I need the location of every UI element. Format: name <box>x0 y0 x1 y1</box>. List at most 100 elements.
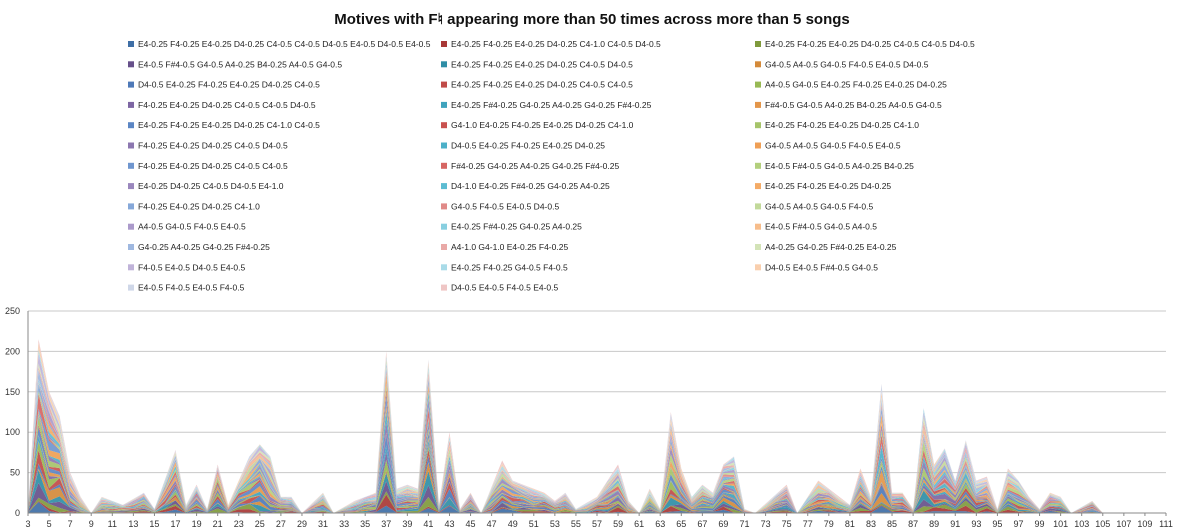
x-tick-label: 111 <box>1159 519 1173 529</box>
legend-label: E4-0.5 F#4-0.5 G4-0.5 A4-0.25 B4-0.25 A4… <box>138 59 342 69</box>
legend-label: E4-0.25 F4-0.25 E4-0.25 D4-0.25 C4-1.0 C… <box>451 39 661 49</box>
series-area <box>28 349 1166 513</box>
legend-label: E4-0.5 F4-0.5 E4-0.5 F4-0.5 <box>138 283 245 293</box>
x-tick-label: 97 <box>1013 519 1023 529</box>
legend-item: F4-0.25 E4-0.25 D4-0.25 C4-0.5 C4-0.5 <box>128 161 288 171</box>
legend-label: G4-0.5 A4-0.5 G4-0.5 F4-0.5 E4-0.5 <box>765 141 901 151</box>
y-tick-label: 250 <box>5 306 20 316</box>
legend-label: F4-0.25 E4-0.25 D4-0.25 C4-1.0 <box>138 201 260 211</box>
x-tick-label: 15 <box>149 519 159 529</box>
x-tick-label: 47 <box>487 519 497 529</box>
legend-item: E4-0.25 F4-0.25 E4-0.25 D4-0.25 C4-1.0 C… <box>441 39 661 49</box>
x-tick-label: 25 <box>255 519 265 529</box>
legend-label: D4-0.5 E4-0.5 F4-0.5 E4-0.5 <box>451 283 559 293</box>
legend-label: D4-0.5 E4-0.25 F4-0.25 E4-0.25 D4-0.25 C… <box>138 80 320 90</box>
legend-swatch <box>755 61 761 68</box>
series-area <box>28 469 1166 513</box>
x-tick-label: 99 <box>1035 519 1045 529</box>
legend-item: G4-0.25 A4-0.25 G4-0.25 F#4-0.25 <box>128 242 270 252</box>
legend-swatch <box>441 183 447 190</box>
legend-item: G4-0.5 A4-0.5 G4-0.5 F4-0.5 E4-0.5 D4-0.… <box>755 59 929 69</box>
x-tick-label: 31 <box>318 519 328 529</box>
legend-item: E4-0.25 F4-0.25 G4-0.5 F4-0.5 <box>441 262 568 272</box>
legend-label: E4-0.5 F#4-0.5 G4-0.5 A4-0.25 B4-0.25 <box>765 161 914 171</box>
x-tick-label: 107 <box>1116 519 1131 529</box>
legend-item: F#4-0.5 G4-0.5 A4-0.25 B4-0.25 A4-0.5 G4… <box>755 100 942 110</box>
legend-item: D4-0.5 E4-0.5 F#4-0.5 G4-0.5 <box>755 262 878 272</box>
legend-swatch <box>441 264 447 271</box>
legend-item: F4-0.25 E4-0.25 D4-0.25 C4-0.5 D4-0.5 <box>128 141 288 151</box>
legend-label: D4-0.5 E4-0.5 F#4-0.5 G4-0.5 <box>765 262 878 272</box>
x-tick-label: 37 <box>381 519 391 529</box>
legend-swatch <box>755 223 761 230</box>
gridlines <box>28 310 1166 474</box>
legend-label: E4-0.5 F#4-0.5 G4-0.5 A4-0.5 <box>765 222 877 232</box>
legend-label: E4-0.25 F4-0.25 E4-0.25 D4-0.25 C4-1.0 <box>765 120 919 130</box>
legend-swatch <box>755 101 761 108</box>
legend-item: D4-0.5 E4-0.25 F4-0.25 E4-0.25 D4-0.25 <box>441 141 605 151</box>
legend-swatch <box>755 81 761 88</box>
legend-label: D4-1.0 E4-0.25 F#4-0.25 G4-0.25 A4-0.25 <box>451 181 610 191</box>
legend-swatch <box>441 61 447 68</box>
legend-item: D4-1.0 E4-0.25 F#4-0.25 G4-0.25 A4-0.25 <box>441 181 610 191</box>
x-tick-label: 63 <box>655 519 665 529</box>
x-tick-label: 103 <box>1074 519 1089 529</box>
legend-item: E4-0.25 F#4-0.25 G4-0.25 A4-0.25 G4-0.25… <box>441 100 652 110</box>
legend-label: G4-0.5 A4-0.5 G4-0.5 F4-0.5 <box>765 201 873 211</box>
legend-item: F4-0.25 E4-0.25 D4-0.25 C4-1.0 <box>128 201 260 211</box>
legend-swatch <box>441 101 447 108</box>
legend-item: A4-0.25 G4-0.25 F#4-0.25 E4-0.25 <box>755 242 897 252</box>
legend-item: E4-0.25 F4-0.25 E4-0.25 D4-0.25 C4-0.5 C… <box>755 39 975 49</box>
legend-item: E4-0.25 F4-0.25 E4-0.25 D4-0.25 C4-0.5 D… <box>441 59 633 69</box>
legend-swatch <box>128 203 134 210</box>
legend-label: E4-0.25 D4-0.25 C4-0.5 D4-0.5 E4-1.0 <box>138 181 284 191</box>
x-tick-label: 67 <box>697 519 707 529</box>
y-axis-ticks: 0 50 100 150 200 250 <box>5 306 20 518</box>
legend-label: A4-0.25 G4-0.25 F#4-0.25 E4-0.25 <box>765 242 897 252</box>
legend-item: G4-1.0 E4-0.25 F4-0.25 E4-0.25 D4-0.25 C… <box>441 120 634 130</box>
series-area <box>28 371 1166 513</box>
legend-item: E4-0.5 F#4-0.5 G4-0.5 A4-0.5 <box>755 222 877 232</box>
x-tick-label: 9 <box>89 519 94 529</box>
x-tick-label: 17 <box>171 519 181 529</box>
series-area <box>28 353 1166 513</box>
x-tick-label: 3 <box>25 519 30 529</box>
legend-swatch <box>128 223 134 230</box>
x-tick-label: 81 <box>845 519 855 529</box>
x-tick-label: 73 <box>761 519 771 529</box>
legend: E4-0.25 F4-0.25 E4-0.25 D4-0.25 C4-0.5 C… <box>128 39 975 293</box>
legend-label: G4-0.5 A4-0.5 G4-0.5 F4-0.5 E4-0.5 D4-0.… <box>765 59 929 69</box>
legend-swatch <box>441 223 447 230</box>
x-tick-label: 83 <box>866 519 876 529</box>
legend-item: E4-0.25 F4-0.25 E4-0.25 D4-0.25 <box>755 181 891 191</box>
x-tick-label: 71 <box>740 519 750 529</box>
legend-label: E4-0.25 F4-0.25 E4-0.25 D4-0.25 <box>765 181 891 191</box>
legend-swatch <box>128 81 134 88</box>
legend-item: A4-0.5 G4-0.5 F4-0.5 E4-0.5 <box>128 222 246 232</box>
x-tick-label: 19 <box>192 519 202 529</box>
legend-swatch <box>128 142 134 149</box>
legend-swatch <box>755 264 761 271</box>
x-tick-label: 59 <box>613 519 623 529</box>
legend-item: E4-0.5 F#4-0.5 G4-0.5 A4-0.25 B4-0.25 A4… <box>128 59 342 69</box>
x-tick-label: 35 <box>360 519 370 529</box>
axes <box>27 311 1166 514</box>
legend-item: E4-0.5 F4-0.5 E4-0.5 F4-0.5 <box>128 283 245 293</box>
legend-swatch <box>441 162 447 169</box>
legend-swatch <box>128 244 134 250</box>
legend-swatch <box>755 244 761 250</box>
x-tick-label: 53 <box>550 519 560 529</box>
x-axis-ticks: 3 5 7 9 11 13 15 17 19 21 23 25 27 29 31 33 35 37 39 41 43 45… <box>25 513 1173 529</box>
legend-label: E4-0.25 F4-0.25 E4-0.25 D4-0.25 C4-1.0 C… <box>138 120 320 130</box>
legend-swatch <box>128 183 134 190</box>
legend-swatch <box>441 122 447 129</box>
x-tick-label: 77 <box>803 519 813 529</box>
y-tick-label: 150 <box>5 387 20 397</box>
legend-label: E4-0.25 F4-0.25 E4-0.25 D4-0.25 C4-0.5 C… <box>765 39 975 49</box>
legend-swatch <box>755 162 761 169</box>
legend-label: E4-0.25 F4-0.25 G4-0.5 F4-0.5 <box>451 262 568 272</box>
legend-label: E4-0.25 F#4-0.25 G4-0.25 A4-0.25 G4-0.25… <box>451 100 652 110</box>
legend-item: A4-0.5 G4-0.5 E4-0.25 F4-0.25 E4-0.25 D4… <box>755 80 947 90</box>
x-tick-label: 87 <box>908 519 918 529</box>
